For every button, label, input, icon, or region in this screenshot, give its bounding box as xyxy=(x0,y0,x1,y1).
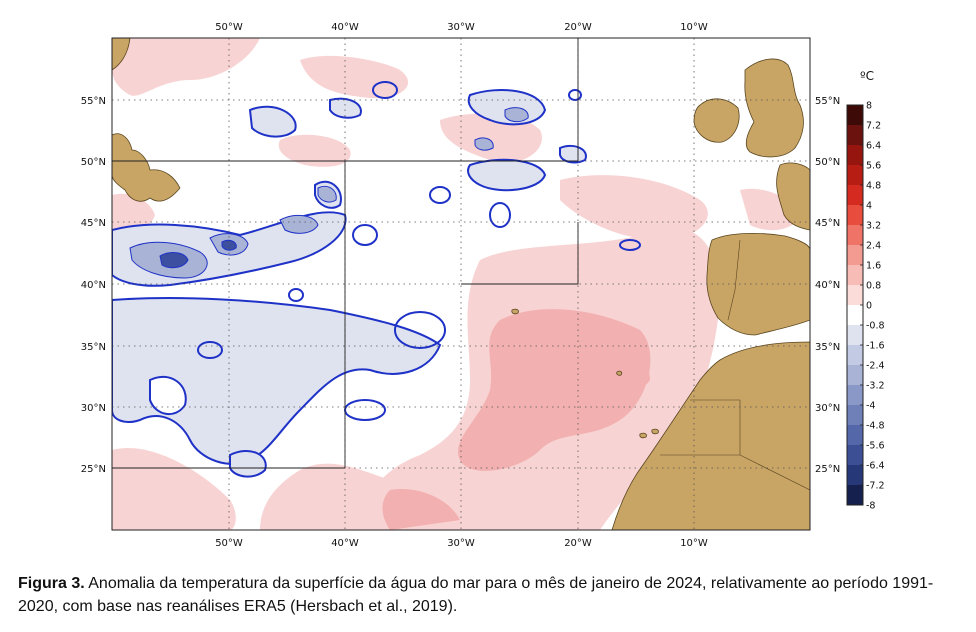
colorbar-tick-label: 4 xyxy=(866,201,872,212)
colorbar-swatch xyxy=(847,205,863,226)
colorbar-tick-label: -0.8 xyxy=(866,321,885,332)
colorbar-tick-label: 3.2 xyxy=(866,221,881,232)
lon-label: 40°W xyxy=(331,22,359,33)
colorbar-swatches xyxy=(847,105,863,506)
lat-label: 45°N xyxy=(81,218,106,229)
lat-label: 30°N xyxy=(815,403,840,414)
lon-labels-top: 50°W 40°W 30°W 20°W 10°W xyxy=(215,22,708,33)
colorbar-tick-label: 4.8 xyxy=(866,181,881,192)
colorbar-swatch xyxy=(847,125,863,146)
colorbar-tick-label: 1.6 xyxy=(866,261,881,272)
colorbar-tick-label: 5.6 xyxy=(866,161,881,172)
colorbar-tick-label: -2.4 xyxy=(866,361,885,372)
colorbar-tick-label: -7.2 xyxy=(866,481,885,492)
lon-label: 20°W xyxy=(564,538,592,549)
colorbar-tick-label: -3.2 xyxy=(866,381,885,392)
land xyxy=(112,38,810,530)
domain-boxes xyxy=(112,38,579,469)
caption-text: Anomalia da temperatura da superfície da… xyxy=(18,575,934,615)
lat-labels-right: 55°N 50°N 45°N 40°N 35°N 30°N 25°N xyxy=(815,96,840,475)
colorbar-swatch xyxy=(847,285,863,306)
newfoundland xyxy=(112,133,181,202)
colorbar-tick-label: 8 xyxy=(866,101,872,112)
lat-label: 35°N xyxy=(815,342,840,353)
small-negative-contours xyxy=(197,81,641,421)
lat-label: 30°N xyxy=(81,403,106,414)
colorbar-swatch xyxy=(847,185,863,206)
colorbar-swatch xyxy=(847,145,863,166)
iberia xyxy=(706,232,810,336)
colorbar-swatch xyxy=(847,445,863,466)
lat-label: 45°N xyxy=(815,218,840,229)
colorbar-swatch xyxy=(847,165,863,186)
colorbar-swatch xyxy=(847,465,863,486)
colorbar-swatch xyxy=(847,265,863,286)
colorbar-swatch xyxy=(847,345,863,366)
colorbar-tick-label: -4 xyxy=(866,401,875,412)
colorbar-tick-label: -5.6 xyxy=(866,441,885,452)
colorbar-swatch xyxy=(847,365,863,386)
madeira xyxy=(616,370,623,376)
colorbar-tick-label: -4.8 xyxy=(866,421,885,432)
colorbar-swatch xyxy=(847,485,863,506)
negative-anomaly-core xyxy=(159,239,237,269)
lon-label: 10°W xyxy=(680,22,708,33)
lat-labels-left: 55°N 50°N 45°N 40°N 35°N 30°N 25°N xyxy=(81,96,106,475)
map-panel xyxy=(112,38,810,530)
colorbar-tick-label: 0.8 xyxy=(866,281,881,292)
canary-2 xyxy=(651,428,659,435)
colorbar-tick-label: 2.4 xyxy=(866,241,881,252)
positive-anomaly-stronger xyxy=(382,309,651,530)
colorbar-tick-labels: 8 7.2 6.4 5.6 4.8 4 3.2 2.4 1.6 0.8 0 -0.8 -1.6 -2.4 -… xyxy=(860,101,885,512)
colorbar-swatch xyxy=(847,385,863,406)
colorbar-tick-label: 7.2 xyxy=(866,121,881,132)
lat-label: 55°N xyxy=(815,96,840,107)
sst-anomaly-figure: 50°W 40°W 30°W 20°W 10°W 50°W 40°W 30°W … xyxy=(81,22,885,549)
azores-1 xyxy=(511,308,519,315)
colorbar-tick-label: 6.4 xyxy=(866,141,881,152)
lat-label: 55°N xyxy=(81,96,106,107)
colorbar-unit: ºC xyxy=(860,69,874,83)
map-frame xyxy=(111,37,811,531)
colorbar-tick-label: -8 xyxy=(866,501,875,512)
lon-label: 50°W xyxy=(215,538,243,549)
canary-1 xyxy=(639,432,647,439)
lon-label: 10°W xyxy=(680,538,708,549)
lon-label: 20°W xyxy=(564,22,592,33)
colorbar-swatch xyxy=(847,425,863,446)
colorbar-swatch xyxy=(847,405,863,426)
figure-caption: Figura 3. Anomalia da temperatura da sup… xyxy=(18,572,968,618)
lat-label: 40°N xyxy=(815,280,840,291)
africa xyxy=(611,341,810,530)
colorbar-swatch xyxy=(847,105,863,126)
caption-label: Figura 3. xyxy=(18,575,85,592)
colorbar-tick-label: -6.4 xyxy=(866,461,885,472)
lon-label: 30°W xyxy=(447,538,475,549)
ireland xyxy=(693,98,740,143)
france xyxy=(776,162,810,231)
lat-label: 50°N xyxy=(815,157,840,168)
great-britain xyxy=(744,58,804,158)
colorbar-swatch xyxy=(847,305,863,326)
colorbar-swatch xyxy=(847,325,863,346)
colorbar: ºC 8 7.2 6.4 5.6 4.8 4 3.2 2.4 1.6 0.8 0 -0.8 -1.6 -2… xyxy=(846,69,885,512)
colorbar-tick-label: -1.6 xyxy=(866,341,885,352)
lat-label: 50°N xyxy=(81,157,106,168)
lat-label: 25°N xyxy=(815,464,840,475)
lat-label: 40°N xyxy=(81,280,106,291)
colorbar-tick-label: 0 xyxy=(866,301,872,312)
lon-label: 40°W xyxy=(331,538,359,549)
lon-label: 50°W xyxy=(215,22,243,33)
lon-labels-bottom: 50°W 40°W 30°W 20°W 10°W xyxy=(215,538,708,549)
colorbar-swatch xyxy=(847,225,863,246)
borders xyxy=(660,239,810,491)
lat-label: 35°N xyxy=(81,342,106,353)
colorbar-swatch xyxy=(847,245,863,266)
lat-label: 25°N xyxy=(81,464,106,475)
lon-label: 30°W xyxy=(447,22,475,33)
